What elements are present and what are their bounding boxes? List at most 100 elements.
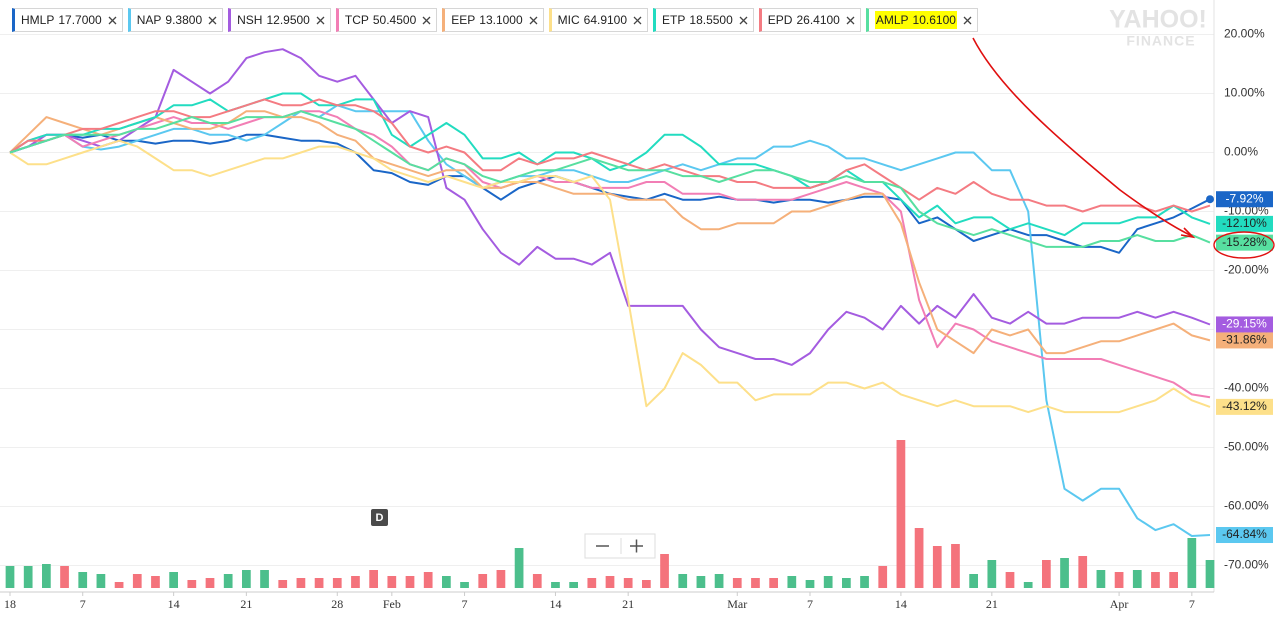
volume-bar xyxy=(169,572,178,588)
legend-remove[interactable] xyxy=(108,16,117,25)
legend-remove[interactable] xyxy=(422,16,431,25)
legend-item[interactable]: EEP 13.1000 xyxy=(442,8,544,32)
legend-item[interactable]: ETP 18.5500 xyxy=(653,8,754,32)
x-tick-label: 14 xyxy=(549,597,561,611)
volume-bar xyxy=(278,580,288,588)
end-label: -29.15% xyxy=(1222,317,1267,331)
volume-bar xyxy=(1023,582,1033,588)
volume-bar xyxy=(405,576,415,588)
legend-item[interactable]: NSH 12.9500 xyxy=(228,8,331,32)
y-tick-label: -40.00% xyxy=(1224,381,1269,395)
volume-bar xyxy=(605,576,615,588)
remove-icon xyxy=(846,16,855,24)
series-line xyxy=(9,98,1211,213)
end-label: -64.84% xyxy=(1222,527,1267,541)
event-marker-label: D xyxy=(376,512,384,524)
legend-item[interactable]: NAP 9.3800 xyxy=(127,8,224,32)
end-label-box xyxy=(1216,398,1273,415)
volume-bar xyxy=(242,570,251,588)
legend-text: AMLP 10.6100 xyxy=(874,11,957,29)
volume-bar xyxy=(714,574,724,588)
volume-bar xyxy=(514,548,524,588)
x-tick-label: 7 xyxy=(1189,597,1195,611)
volume-bar xyxy=(5,566,15,588)
legend-item[interactable]: AMLP 10.6100 xyxy=(865,8,978,32)
volume-bar xyxy=(78,572,88,588)
end-label: -15.28% xyxy=(1222,235,1267,249)
legend-text: TCP 50.4500 xyxy=(345,13,416,27)
volume-bar xyxy=(732,578,742,588)
volume-bar xyxy=(260,570,269,588)
x-tick-label: 7 xyxy=(80,597,86,611)
volume-bar xyxy=(96,574,106,588)
volume-bar xyxy=(896,440,906,588)
x-tick-label: 21 xyxy=(986,597,998,611)
legend-name: EPD xyxy=(767,13,793,27)
zoom-control xyxy=(584,533,656,559)
legend-price: 17.7000 xyxy=(58,13,102,27)
volume-bar xyxy=(478,574,488,588)
legend-item[interactable]: EPD 26.4100 xyxy=(758,8,861,32)
series-line xyxy=(9,110,1211,248)
annotation xyxy=(972,37,1275,259)
end-label-box xyxy=(1216,332,1273,349)
legend-item[interactable]: TCP 50.4500 xyxy=(335,8,438,32)
zoom-in[interactable] xyxy=(630,539,643,553)
watermark-product: FINANCE xyxy=(1126,33,1195,49)
legend-name: HMLP xyxy=(21,13,55,27)
volume-bar xyxy=(623,578,633,588)
volume-bar xyxy=(1114,572,1124,588)
legend-item[interactable]: MIC 64.9100 xyxy=(548,8,649,32)
volume-bar xyxy=(23,566,33,588)
legend-text: EEP 13.1000 xyxy=(451,13,522,27)
remove-icon xyxy=(529,16,538,24)
end-label: -7.92% xyxy=(1225,191,1263,205)
legend-name: NSH xyxy=(237,13,263,27)
legend: HMLP 17.7000 NAP 9.3800 NSH 12.9500 TCP 50.4500… xyxy=(12,8,978,32)
volume-bar xyxy=(587,578,597,588)
volume-bar xyxy=(296,578,306,588)
x-tick-label: 7 xyxy=(462,597,468,611)
end-label-box xyxy=(1216,234,1273,251)
volume-bar xyxy=(932,546,942,588)
remove-icon xyxy=(108,16,117,24)
series-line xyxy=(9,48,1211,366)
event-marker[interactable]: D xyxy=(371,509,388,526)
legend-name: NAP xyxy=(136,13,162,27)
legend-price: 10.6100 xyxy=(912,13,956,27)
volume-bar xyxy=(969,574,978,588)
legend-remove[interactable] xyxy=(633,16,642,25)
legend-text: HMLP 17.7000 xyxy=(21,13,102,27)
volume-bar xyxy=(1132,570,1142,588)
x-tick-label: 18 xyxy=(4,597,16,611)
volume-bar xyxy=(696,576,706,588)
legend-item[interactable]: HMLP 17.7000 xyxy=(12,8,123,32)
annotation-circle xyxy=(1213,231,1275,259)
remove-icon xyxy=(963,16,972,24)
legend-remove[interactable] xyxy=(529,16,538,25)
x-tick-label: 21 xyxy=(622,597,634,611)
legend-price: 9.3800 xyxy=(165,13,203,27)
legend-price: 12.9500 xyxy=(266,13,310,27)
volume-bar xyxy=(1042,560,1051,588)
x-tick-label: Feb xyxy=(383,597,401,611)
legend-remove[interactable] xyxy=(739,16,748,25)
legend-text: NAP 9.3800 xyxy=(137,13,202,27)
legend-remove[interactable] xyxy=(846,16,855,25)
legend-remove[interactable] xyxy=(316,16,325,25)
legend-remove[interactable] xyxy=(963,16,972,25)
volume-bar xyxy=(823,576,833,588)
volume-bar xyxy=(1005,572,1015,588)
x-tick-label: 14 xyxy=(168,597,180,611)
end-label-box xyxy=(1216,191,1273,208)
end-label: -43.12% xyxy=(1222,399,1267,413)
legend-remove[interactable] xyxy=(208,16,217,25)
x-tick-label: 28 xyxy=(331,597,343,611)
event-marker-box xyxy=(371,509,388,526)
legend-name: TCP xyxy=(344,13,369,27)
legend-text: EPD 26.4100 xyxy=(768,13,840,27)
end-label: -31.86% xyxy=(1222,333,1267,347)
volume-bar xyxy=(496,570,506,588)
